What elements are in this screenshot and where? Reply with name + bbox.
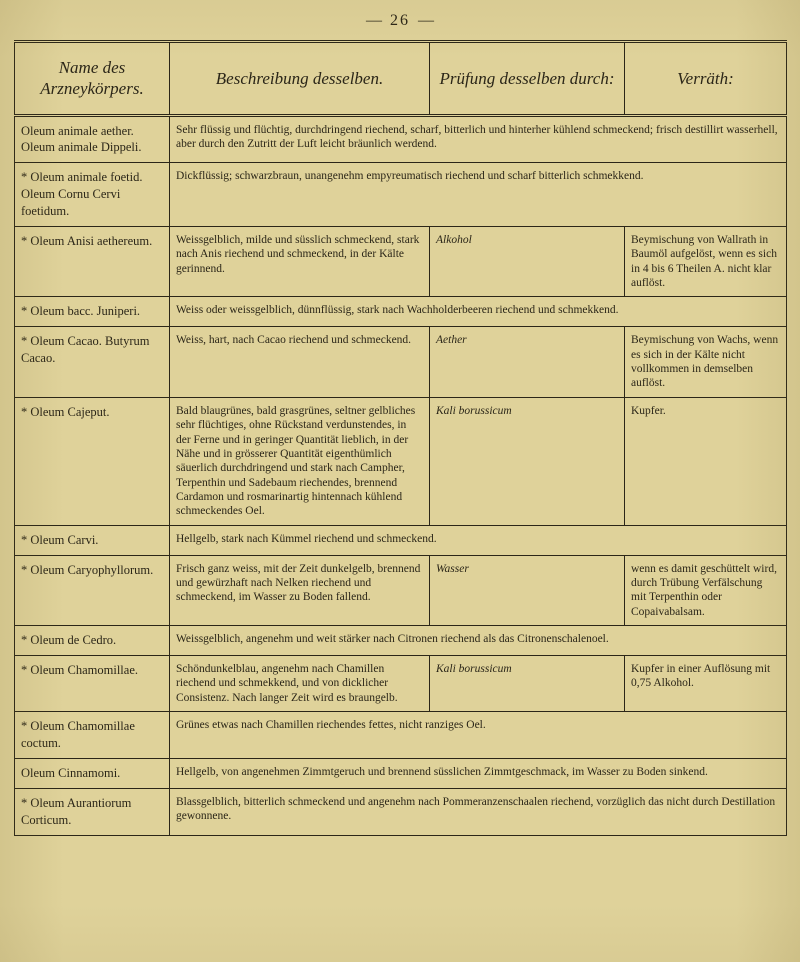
cell-test: Kali borussicum [430,397,625,525]
cell-test: Alkohol [430,226,625,297]
cell-desc: Weissgelblich, milde und süsslich schmec… [170,226,430,297]
cell-test: Wasser [430,555,625,626]
page-number-value: 26 [390,12,410,29]
cell-verrath: wenn es damit geschüttelt wird, durch Tr… [625,555,787,626]
table-row: * Oleum Chamo­millae. Schöndunkelblau, a… [15,656,787,712]
cell-desc: Blassgelblich, bitterlich schmeckend und… [170,788,787,835]
cell-desc: Hellgelb, stark nach Kümmel riechend und… [170,525,787,555]
cell-verrath: Beymischung von Wallrath in Baumöl aufge… [625,226,787,297]
page-number: — 26 — [14,12,786,30]
cell-desc: Hellgelb, von angenehmen Zimmtgeruch und… [170,758,787,788]
cell-test: Aether [430,327,625,398]
table-row: * Oleum Caryo­phyllorum. Frisch ganz wei… [15,555,787,626]
cell-name: * Oleum Caryo­phyllorum. [15,555,170,626]
cell-name: * Oleum bacc. Juniperi. [15,297,170,327]
cell-name: * Oleum Auran­tiorum Corticum. [15,788,170,835]
cell-desc: Sehr flüssig und flüchtig, durchdringend… [170,115,787,163]
cell-name: * Oleum animale foetid. Oleum Cornu Cerv… [15,163,170,227]
table-row: * Oleum Cacao. Butyrum Cacao. Weiss, har… [15,327,787,398]
col-verrath: Verräth: [625,42,787,116]
table-row: * Oleum bacc. Juniperi. Weiss oder weiss… [15,297,787,327]
col-name: Name des Arzneykörpers. [15,42,170,116]
cell-desc: Frisch ganz weiss, mit der Zeit dun­kelg… [170,555,430,626]
table-row: Oleum Cinnamomi. Hellgelb, von angenehme… [15,758,787,788]
cell-desc: Weiss, hart, nach Cacao riechend und sch… [170,327,430,398]
cell-desc: Bald blaugrünes, bald grasgrünes, seltne… [170,397,430,525]
table-row: * Oleum Carvi. Hellgelb, stark nach Kümm… [15,525,787,555]
cell-name: * Oleum Cajeput. [15,397,170,525]
page: — 26 — Name des Arzneykörpers. Beschreib… [0,0,800,962]
cell-verrath: Beymischung von Wachs, wenn es sich in d… [625,327,787,398]
cell-name: Oleum Cinnamomi. [15,758,170,788]
col-desc: Beschreibung desselben. [170,42,430,116]
table-row: * Oleum animale foetid. Oleum Cornu Cerv… [15,163,787,227]
cell-desc: Dickflüssig; schwarzbraun, unangenehm em… [170,163,787,227]
cell-name: Oleum animale aether. Oleum animale Dipp… [15,115,170,163]
cell-verrath: Kupfer. [625,397,787,525]
cell-desc: Weissgelblich, angenehm und weit stärker… [170,626,787,656]
cell-verrath: Kupfer in einer Auflösung mit 0,75 Alkoh… [625,656,787,712]
table-row: * Oleum Anisi aethereum. Weissgelblich, … [15,226,787,297]
cell-test: Kali borussicum [430,656,625,712]
cell-name: * Oleum Cacao. Butyrum Cacao. [15,327,170,398]
cell-name: * Oleum de Cedro. [15,626,170,656]
table-row: Oleum animale aether. Oleum animale Dipp… [15,115,787,163]
cell-name: * Oleum Chamo­millae. [15,656,170,712]
main-table: Name des Arzneykörpers. Beschreibung des… [14,40,787,836]
cell-desc: Weiss oder weissgelblich, dünnflüssig, s… [170,297,787,327]
cell-name: * Oleum Anisi aethereum. [15,226,170,297]
col-test: Prüfung desselben durch: [430,42,625,116]
table-row: * Oleum Auran­tiorum Corticum. Blassgelb… [15,788,787,835]
cell-name: * Oleum Chamo­millae coctum. [15,712,170,759]
table-row: * Oleum de Cedro. Weissgelblich, angeneh… [15,626,787,656]
cell-desc: Grünes etwas nach Chamillen riechendes f… [170,712,787,759]
cell-desc: Schöndunkelblau, angenehm nach Chamillen… [170,656,430,712]
table-header-row: Name des Arzneykörpers. Beschreibung des… [15,42,787,116]
table-row: * Oleum Chamo­millae coctum. Grünes etwa… [15,712,787,759]
table-row: * Oleum Cajeput. Bald blaugrünes, bald g… [15,397,787,525]
cell-name: * Oleum Carvi. [15,525,170,555]
